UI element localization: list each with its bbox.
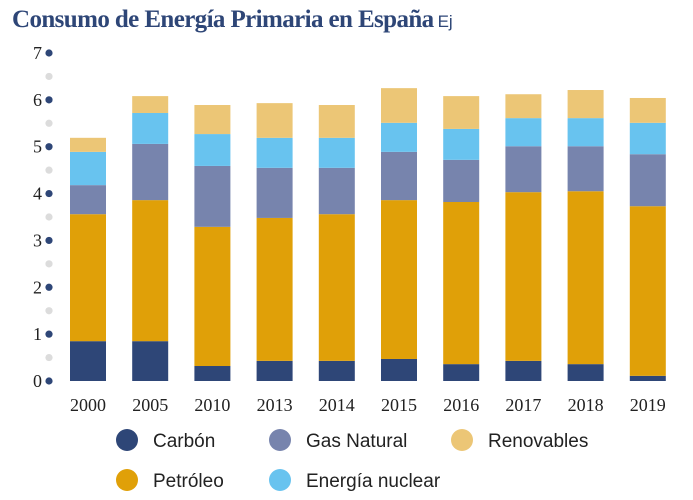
bar-segment-gas-natural xyxy=(567,146,604,192)
x-tick-label: 2017 xyxy=(505,395,541,415)
x-tick-label: 2013 xyxy=(257,395,293,415)
x-tick-label: 2015 xyxy=(381,395,417,415)
bar-segment-renovables xyxy=(381,88,417,123)
bar-segment-carbón xyxy=(443,364,480,381)
y-tick-label: 0 xyxy=(33,371,42,391)
x-tick-label: 2000 xyxy=(70,395,106,415)
y-tick-label: 1 xyxy=(33,324,42,344)
legend-label: Carbón xyxy=(153,431,215,452)
x-tick-label: 2014 xyxy=(319,395,355,415)
bar-segment-petróleo xyxy=(132,200,169,342)
y-tick-dot xyxy=(45,49,53,57)
bar-segment-petróleo xyxy=(318,214,355,361)
bar-segment-gas-natural xyxy=(132,143,169,201)
bar-segment-carbón xyxy=(70,341,106,381)
x-tick-label: 2019 xyxy=(630,395,666,415)
chart-unit: Ej xyxy=(437,12,453,31)
bar-segment-gas-natural xyxy=(70,185,106,215)
bar-segment-energía-nuclear xyxy=(381,122,417,152)
y-tick-dot xyxy=(45,96,53,104)
x-tick-label: 2010 xyxy=(194,395,230,415)
y-minor-tick-dot xyxy=(45,307,53,315)
y-tick-dot xyxy=(45,283,53,291)
y-tick-dot xyxy=(45,236,53,245)
bar-segment-petróleo xyxy=(443,202,480,365)
bar-segment-petróleo xyxy=(567,191,604,365)
y-tick-dot xyxy=(45,330,53,338)
y-tick-label: 2 xyxy=(33,277,42,297)
chart-title-text: Consumo de Energía Primaria en España xyxy=(12,6,434,33)
bar-segment-renovables xyxy=(132,96,169,113)
bar-segment-energía-nuclear xyxy=(70,151,106,186)
bar-segment-renovables xyxy=(443,96,480,129)
bar-segment-carbón xyxy=(256,360,293,381)
y-minor-tick-dot xyxy=(45,353,53,362)
bar-segment-carbón xyxy=(194,366,231,381)
bar-segment-gas-natural xyxy=(318,167,355,215)
bar-segment-carbón xyxy=(505,360,542,381)
bar-segment-petróleo xyxy=(629,206,666,376)
bar-segment-renovables xyxy=(256,103,293,138)
x-tick-label: 2018 xyxy=(568,395,604,415)
bar-segment-gas-natural xyxy=(443,159,480,203)
legend-marker xyxy=(269,429,291,451)
bar-segment-carbón xyxy=(567,364,604,381)
legend-label: Energía nuclear xyxy=(306,471,441,492)
legend-marker xyxy=(116,429,138,451)
chart-title: Consumo de Energía Primaria en España Ej xyxy=(12,6,453,34)
bar-segment-energía-nuclear xyxy=(505,118,542,147)
bar-segment-energía-nuclear xyxy=(318,137,355,168)
x-tick-label: 2016 xyxy=(443,395,479,415)
y-minor-tick-dot xyxy=(45,119,53,127)
bar-segment-petróleo xyxy=(70,214,106,342)
legend-label: Gas Natural xyxy=(306,431,407,452)
bar-segment-gas-natural xyxy=(629,154,666,207)
bar-segment-renovables xyxy=(629,97,666,123)
y-minor-tick-dot xyxy=(45,213,53,221)
bar-segment-carbón xyxy=(318,360,355,381)
bar-segment-petróleo xyxy=(505,192,542,361)
bar-segment-petróleo xyxy=(256,217,293,361)
bar-segment-energía-nuclear xyxy=(132,112,169,144)
bar-segment-gas-natural xyxy=(256,167,293,218)
bar-segment-renovables xyxy=(194,105,231,135)
bar-segment-carbón xyxy=(629,375,666,381)
y-tick-label: 4 xyxy=(33,184,42,204)
bar-segment-energía-nuclear xyxy=(194,134,231,166)
y-tick-label: 6 xyxy=(33,90,42,110)
bar-segment-carbón xyxy=(132,341,169,381)
bar-segment-carbón xyxy=(381,358,417,381)
bar-segment-energía-nuclear xyxy=(443,128,480,160)
y-tick-label: 7 xyxy=(33,43,42,63)
y-tick-dot xyxy=(45,189,53,198)
legend-marker xyxy=(116,469,138,491)
x-tick-label: 2005 xyxy=(132,395,168,415)
legend-marker xyxy=(451,429,473,451)
bar-segment-renovables xyxy=(567,90,604,119)
y-minor-tick-dot xyxy=(45,260,53,268)
legend-marker xyxy=(269,469,291,491)
y-tick-dot xyxy=(45,377,53,385)
bar-segment-petróleo xyxy=(381,200,417,359)
legend-label: Petróleo xyxy=(153,471,224,492)
legend-label: Renovables xyxy=(488,431,588,452)
bar-segment-gas-natural xyxy=(381,151,417,201)
bar-segment-renovables xyxy=(318,105,355,138)
y-tick-dot xyxy=(45,143,53,151)
bar-segment-energía-nuclear xyxy=(256,137,293,168)
bar-segment-renovables xyxy=(505,94,542,119)
bar-segment-energía-nuclear xyxy=(629,122,666,155)
bar-segment-gas-natural xyxy=(194,165,231,227)
y-tick-label: 3 xyxy=(33,230,42,250)
bar-segment-renovables xyxy=(70,137,106,152)
bar-segment-gas-natural xyxy=(505,146,542,193)
y-tick-label: 5 xyxy=(33,137,42,157)
bar-segment-energía-nuclear xyxy=(567,118,604,147)
y-minor-tick-dot xyxy=(45,72,53,81)
y-minor-tick-dot xyxy=(45,166,53,174)
bar-segment-petróleo xyxy=(194,226,231,367)
